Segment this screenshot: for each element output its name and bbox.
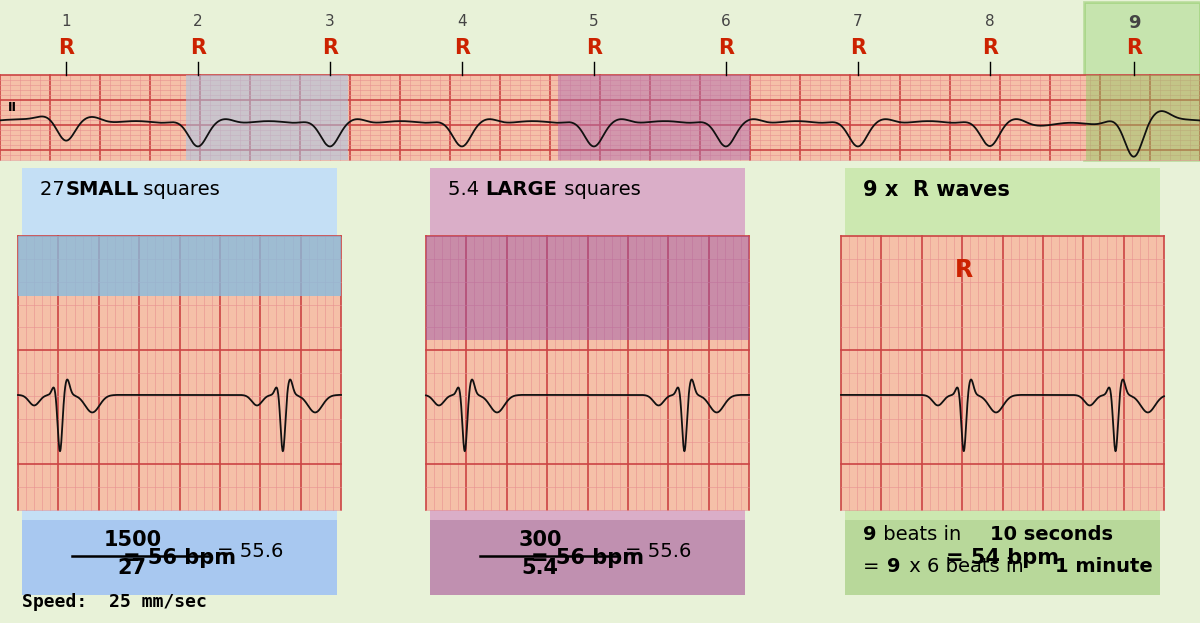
- Text: = 56 bpm: = 56 bpm: [530, 548, 644, 568]
- Text: 5.4: 5.4: [522, 558, 559, 578]
- Text: x 6 beats in: x 6 beats in: [904, 557, 1030, 576]
- Bar: [18, 236, 341, 297]
- Text: R: R: [718, 38, 734, 58]
- Text: = 55.6: = 55.6: [217, 542, 283, 561]
- Text: Speed:  25 mm/sec: Speed: 25 mm/sec: [22, 593, 206, 611]
- Text: = 54 bpm: = 54 bpm: [946, 548, 1060, 568]
- Text: 5: 5: [589, 14, 599, 29]
- Text: =: =: [863, 557, 886, 576]
- Text: squares: squares: [558, 180, 641, 199]
- Text: R: R: [322, 38, 338, 58]
- Text: 1 minute: 1 minute: [1055, 557, 1153, 576]
- Text: squares: squares: [137, 180, 220, 199]
- Text: R: R: [58, 38, 74, 58]
- Bar: [18, 236, 341, 510]
- Text: R: R: [454, 38, 470, 58]
- Text: R: R: [982, 38, 998, 58]
- Bar: [0, 0, 1200, 160]
- Text: 2: 2: [193, 14, 203, 29]
- Text: 4: 4: [457, 14, 467, 29]
- Bar: [0, 75, 1200, 160]
- Bar: [22, 520, 337, 595]
- Text: R: R: [850, 38, 866, 58]
- Bar: [430, 520, 745, 595]
- Bar: [1086, 75, 1200, 160]
- Text: R: R: [586, 38, 602, 58]
- Text: SMALL: SMALL: [66, 180, 139, 199]
- Text: = 55.6: = 55.6: [625, 542, 691, 561]
- Text: 9: 9: [887, 557, 900, 576]
- Text: 6: 6: [721, 14, 731, 29]
- Text: R waves: R waves: [913, 180, 1010, 200]
- Bar: [845, 520, 1160, 595]
- Text: 10 seconds: 10 seconds: [990, 525, 1114, 544]
- Text: 8: 8: [985, 14, 995, 29]
- Bar: [841, 236, 1164, 510]
- Bar: [426, 236, 749, 340]
- Bar: [845, 168, 1160, 595]
- Bar: [186, 75, 348, 160]
- Bar: [22, 168, 337, 595]
- Bar: [558, 75, 750, 160]
- Text: 7: 7: [853, 14, 863, 29]
- Text: II: II: [8, 101, 17, 114]
- Bar: [426, 236, 749, 510]
- Bar: [1084, 2, 1200, 160]
- Text: R: R: [955, 258, 973, 282]
- Text: beats in: beats in: [877, 525, 967, 544]
- Text: 27: 27: [40, 180, 71, 199]
- Text: = 56 bpm: = 56 bpm: [124, 548, 236, 568]
- Bar: [430, 168, 745, 595]
- Text: 9: 9: [1128, 14, 1140, 32]
- Text: 1500: 1500: [103, 530, 161, 550]
- Text: 3: 3: [325, 14, 335, 29]
- Text: 1: 1: [61, 14, 71, 29]
- Text: R: R: [190, 38, 206, 58]
- Text: 9 x: 9 x: [863, 180, 906, 200]
- Text: LARGE: LARGE: [485, 180, 557, 199]
- Text: 9: 9: [863, 525, 876, 544]
- Text: 5.4: 5.4: [448, 180, 485, 199]
- Text: 27: 27: [118, 558, 146, 578]
- Text: 300: 300: [518, 530, 562, 550]
- Text: R: R: [1126, 38, 1142, 58]
